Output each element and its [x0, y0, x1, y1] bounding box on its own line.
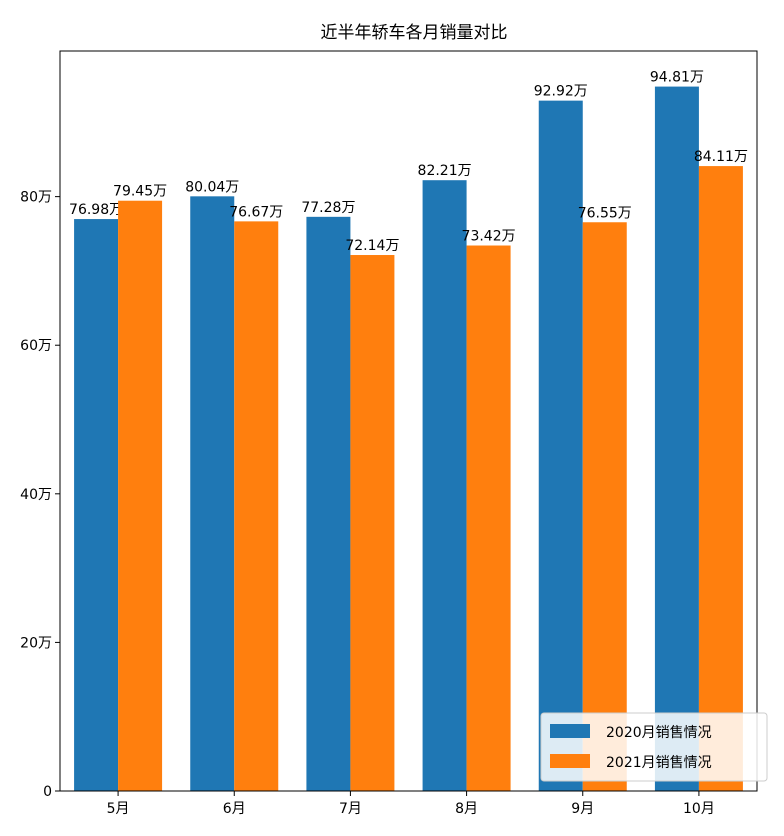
bar-2021月销售情况-5月 — [118, 200, 163, 791]
y-tick-label-0: 0 — [43, 784, 52, 800]
y-tick-label-60: 60万 — [20, 338, 52, 354]
data-label-2021月销售情况-10月: 84.11万 — [694, 149, 748, 165]
data-label-2021月销售情况-7月: 72.14万 — [345, 238, 399, 254]
data-label-2020月销售情况-9月: 92.92万 — [534, 84, 588, 100]
bar-2021月销售情况-10月 — [698, 166, 743, 791]
bar-2021月销售情况-8月 — [466, 245, 511, 792]
plot-area: 76.98万 79.45万 5月 80.04万 76.67万 6月 77.28万 72.14万… — [20, 50, 758, 817]
x-tick-label-10月: 10月 — [683, 801, 715, 817]
legend: 2020月销售情况 2021月销售情况 — [540, 712, 768, 782]
data-label-2020月销售情况-10月: 94.81万 — [650, 70, 704, 86]
data-label-2020月销售情况-7月: 77.28万 — [301, 200, 355, 216]
bar-2020月销售情况-8月 — [422, 180, 467, 791]
data-label-2021月销售情况-9月: 76.55万 — [578, 205, 632, 221]
bar-2021月销售情况-9月 — [582, 222, 627, 792]
legend-swatch-2020 — [550, 724, 590, 738]
data-label-2020月销售情况-8月: 82.21万 — [418, 163, 472, 179]
bar-2020月销售情况-9月 — [538, 100, 583, 792]
data-label-2020月销售情况-6月: 80.04万 — [185, 179, 239, 195]
data-label-2021月销售情况-8月: 73.42万 — [462, 229, 516, 245]
legend-box — [540, 712, 768, 782]
x-tick-label-5月: 5月 — [107, 801, 130, 817]
chart-title: 近半年轿车各月销量对比 — [321, 23, 508, 43]
x-tick-label-7月: 7月 — [339, 801, 362, 817]
legend-label-2021: 2021月销售情况 — [606, 755, 712, 771]
bar-2021月销售情况-7月 — [350, 255, 395, 791]
bar-2020月销售情况-6月 — [190, 196, 235, 791]
y-tick-label-40: 40万 — [20, 487, 52, 503]
y-tick-label-80: 80万 — [20, 190, 52, 206]
axes-frame — [59, 50, 758, 792]
bar-2020月销售情况-10月 — [654, 86, 699, 791]
bar-2021月销售情况-6月 — [234, 221, 279, 791]
x-tick-label-9月: 9月 — [571, 801, 594, 817]
x-tick-label-8月: 8月 — [455, 801, 478, 817]
data-label-2021月销售情况-6月: 76.67万 — [229, 204, 283, 220]
data-label-2021月销售情况-5月: 79.45万 — [113, 184, 167, 200]
data-label-2020月销售情况-5月: 76.98万 — [69, 202, 123, 218]
bar-2020月销售情况-5月 — [74, 219, 119, 791]
x-tick-label-6月: 6月 — [223, 801, 246, 817]
bar-2020月销售情况-7月 — [306, 216, 351, 792]
y-tick-label-20: 20万 — [20, 635, 52, 651]
legend-swatch-2021 — [550, 754, 590, 768]
legend-label-2020: 2020月销售情况 — [606, 725, 712, 741]
